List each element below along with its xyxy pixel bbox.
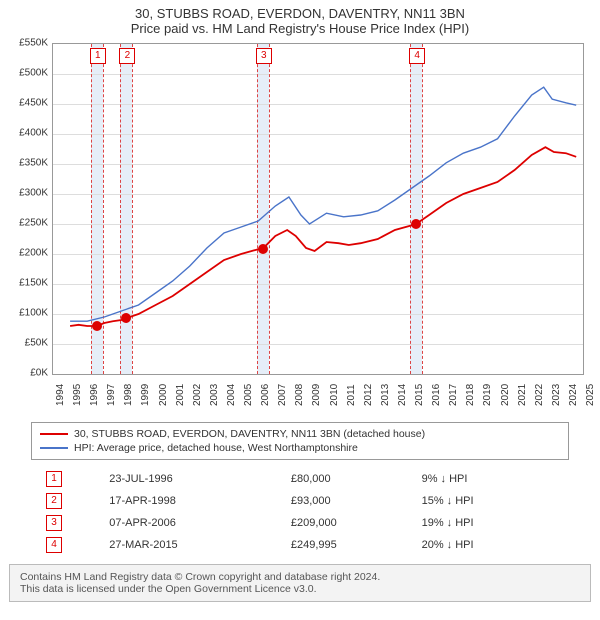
x-tick-label: 2019 [482,384,493,406]
line-layer [53,44,583,374]
y-tick-label: £450K [19,98,48,109]
x-tick-label: 2015 [414,384,425,406]
sale-marker-number: 4 [409,48,425,64]
chart-area: £0K £50K £100K £150K £200K £250K £300K £350K £40… [10,38,590,418]
x-tick-label: 2004 [226,384,237,406]
x-tick-label: 1999 [140,384,151,406]
legend-swatch-property [40,433,68,435]
x-tick-label: 2023 [551,384,562,406]
sale-marker-number: 1 [90,48,106,64]
sales-price-cell: £209,000 [285,512,416,534]
sales-num-box: 1 [46,471,62,487]
x-tick-label: 1996 [89,384,100,406]
footer-line-2: This data is licensed under the Open Gov… [20,583,580,595]
sale-marker-dot [92,321,102,331]
x-tick-label: 2005 [243,384,254,406]
x-tick-label: 2020 [500,384,511,406]
sales-price-cell: £249,995 [285,534,416,556]
sales-hpi-cell: 19% ↓ HPI [416,512,560,534]
sales-table: 1 23-JUL-1996£80,0009% ↓ HPI 2 17-APR-1998£… [40,468,560,556]
plot-area: 12 3 4 [52,43,584,375]
sales-num-box: 3 [46,515,62,531]
sales-num-cell: 3 [40,512,103,534]
sales-num-cell: 1 [40,468,103,490]
y-tick-label: £250K [19,218,48,229]
x-tick-label: 2013 [380,384,391,406]
sales-date-cell: 23-JUL-1996 [103,468,285,490]
sales-row: 4 27-MAR-2015£249,99520% ↓ HPI [40,534,560,556]
y-tick-label: £550K [19,38,48,49]
y-tick-label: £0K [30,368,48,379]
sale-marker-number: 3 [256,48,272,64]
x-tick-label: 2001 [175,384,186,406]
x-tick-label: 2010 [329,384,340,406]
sales-num-box: 2 [46,493,62,509]
x-tick-label: 2022 [534,384,545,406]
x-tick-label: 2003 [209,384,220,406]
legend-label-property: 30, STUBBS ROAD, EVERDON, DAVENTRY, NN11… [74,428,425,440]
legend-label-hpi: HPI: Average price, detached house, West… [74,442,358,454]
series-line-hpi [70,87,576,321]
x-axis-labels: 1994 1995 1996 1997 1998 1999 2000 2001 2002 2003… [52,378,582,418]
sales-row: 3 07-APR-2006£209,00019% ↓ HPI [40,512,560,534]
y-tick-label: £100K [19,308,48,319]
y-tick-label: £300K [19,188,48,199]
x-tick-label: 2017 [448,384,459,406]
sales-row: 2 17-APR-1998£93,00015% ↓ HPI [40,490,560,512]
x-tick-label: 2007 [277,384,288,406]
y-tick-label: £350K [19,158,48,169]
y-tick-label: £400K [19,128,48,139]
title-line-2: Price paid vs. HM Land Registry's House … [0,21,600,36]
y-tick-label: £50K [25,338,48,349]
x-tick-label: 1994 [55,384,66,406]
x-tick-label: 2002 [192,384,203,406]
x-tick-label: 2014 [397,384,408,406]
x-tick-label: 2009 [311,384,322,406]
y-tick-label: £150K [19,278,48,289]
y-tick-label: £200K [19,248,48,259]
legend-row-property: 30, STUBBS ROAD, EVERDON, DAVENTRY, NN11… [40,427,560,441]
x-tick-label: 2011 [346,384,357,406]
x-tick-label: 1995 [72,384,83,406]
x-tick-label: 1998 [123,384,134,406]
sales-row: 1 23-JUL-1996£80,0009% ↓ HPI [40,468,560,490]
x-tick-label: 2024 [568,384,579,406]
x-tick-label: 2008 [294,384,305,406]
x-tick-label: 2025 [585,384,596,406]
sales-price-cell: £80,000 [285,468,416,490]
x-tick-label: 2021 [517,384,528,406]
sales-hpi-cell: 9% ↓ HPI [416,468,560,490]
sales-num-cell: 4 [40,534,103,556]
sales-hpi-cell: 20% ↓ HPI [416,534,560,556]
x-tick-label: 2006 [260,384,271,406]
x-tick-label: 2000 [158,384,169,406]
legend: 30, STUBBS ROAD, EVERDON, DAVENTRY, NN11… [31,422,569,460]
y-axis-labels: £0K £50K £100K £150K £200K £250K £300K £350K £40… [10,38,50,378]
sale-marker-dot [258,244,268,254]
y-tick-label: £500K [19,68,48,79]
sales-hpi-cell: 15% ↓ HPI [416,490,560,512]
sale-marker-dot [121,313,131,323]
sales-date-cell: 27-MAR-2015 [103,534,285,556]
sales-date-cell: 07-APR-2006 [103,512,285,534]
x-tick-label: 2018 [465,384,476,406]
x-tick-label: 1997 [106,384,117,406]
sale-marker-number: 2 [119,48,135,64]
x-tick-label: 2012 [363,384,374,406]
sales-num-cell: 2 [40,490,103,512]
footer-attribution: Contains HM Land Registry data © Crown c… [9,564,591,602]
title-line-1: 30, STUBBS ROAD, EVERDON, DAVENTRY, NN11… [0,6,600,21]
sales-num-box: 4 [46,537,62,553]
sale-marker-dot [411,219,421,229]
sales-date-cell: 17-APR-1998 [103,490,285,512]
footer-line-1: Contains HM Land Registry data © Crown c… [20,571,580,583]
legend-row-hpi: HPI: Average price, detached house, West… [40,441,560,455]
x-tick-label: 2016 [431,384,442,406]
legend-swatch-hpi [40,447,68,449]
title-block: 30, STUBBS ROAD, EVERDON, DAVENTRY, NN11… [0,0,600,38]
chart-container: 30, STUBBS ROAD, EVERDON, DAVENTRY, NN11… [0,0,600,602]
sales-price-cell: £93,000 [285,490,416,512]
